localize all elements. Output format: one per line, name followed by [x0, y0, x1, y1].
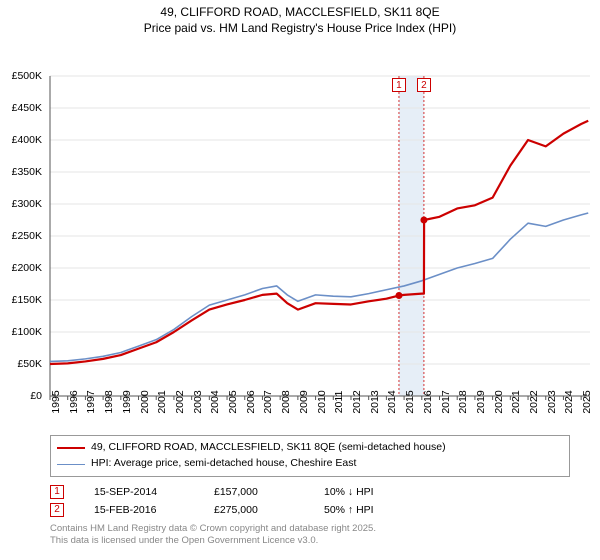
x-tick-label: 2020	[493, 391, 505, 414]
x-tick-label: 2023	[546, 391, 558, 414]
transaction-marker-2: 2	[417, 78, 431, 92]
legend-label: 49, CLIFFORD ROAD, MACCLESFIELD, SK11 8Q…	[91, 440, 446, 456]
title-line1: 49, CLIFFORD ROAD, MACCLESFIELD, SK11 8Q…	[0, 4, 600, 20]
line-chart-svg	[0, 36, 600, 431]
x-tick-label: 2012	[351, 391, 363, 414]
x-tick-label: 2006	[245, 391, 257, 414]
x-tick-label: 2009	[298, 391, 310, 414]
legend-item: HPI: Average price, semi-detached house,…	[57, 456, 563, 472]
y-tick-label: £100K	[12, 326, 42, 338]
y-tick-label: £350K	[12, 166, 42, 178]
transaction-number: 1	[50, 485, 64, 499]
transaction-row: 1 15-SEP-2014 £157,000 10% ↓ HPI	[50, 483, 570, 501]
x-tick-label: 2018	[457, 391, 469, 414]
y-tick-label: £500K	[12, 70, 42, 82]
x-tick-label: 2010	[316, 391, 328, 414]
x-tick-label: 2022	[528, 391, 540, 414]
footer-attribution: Contains HM Land Registry data © Crown c…	[50, 523, 570, 548]
y-tick-label: £400K	[12, 134, 42, 146]
x-tick-label: 2025	[581, 391, 593, 414]
x-tick-label: 1999	[121, 391, 133, 414]
transaction-note: 10% ↓ HPI	[324, 486, 374, 498]
x-tick-label: 2021	[510, 391, 522, 414]
transaction-date: 15-FEB-2016	[94, 504, 184, 516]
y-tick-label: £150K	[12, 294, 42, 306]
chart-title: 49, CLIFFORD ROAD, MACCLESFIELD, SK11 8Q…	[0, 0, 600, 36]
x-tick-label: 2004	[209, 391, 221, 414]
x-tick-label: 2016	[422, 391, 434, 414]
legend: 49, CLIFFORD ROAD, MACCLESFIELD, SK11 8Q…	[50, 435, 570, 477]
x-tick-label: 2001	[156, 391, 168, 414]
x-tick-label: 2008	[280, 391, 292, 414]
transaction-note: 50% ↑ HPI	[324, 504, 374, 516]
transaction-marker-1: 1	[392, 78, 406, 92]
x-tick-label: 2024	[563, 391, 575, 414]
x-tick-label: 2007	[262, 391, 274, 414]
transaction-number: 2	[50, 503, 64, 517]
x-tick-label: 2002	[174, 391, 186, 414]
transaction-date: 15-SEP-2014	[94, 486, 184, 498]
y-tick-label: £0	[30, 390, 42, 402]
legend-swatch	[57, 447, 85, 449]
x-tick-label: 2015	[404, 391, 416, 414]
y-tick-label: £50K	[17, 358, 42, 370]
x-tick-label: 2003	[192, 391, 204, 414]
x-tick-label: 2013	[369, 391, 381, 414]
transaction-table: 1 15-SEP-2014 £157,000 10% ↓ HPI 2 15-FEB-201…	[50, 483, 570, 519]
y-tick-label: £450K	[12, 102, 42, 114]
y-tick-label: £250K	[12, 230, 42, 242]
x-tick-label: 1995	[50, 391, 62, 414]
transaction-price: £275,000	[214, 504, 294, 516]
y-tick-label: £200K	[12, 262, 42, 274]
footer-line2: This data is licensed under the Open Gov…	[50, 535, 570, 547]
x-tick-label: 2014	[386, 391, 398, 414]
transaction-price: £157,000	[214, 486, 294, 498]
x-tick-label: 1998	[103, 391, 115, 414]
y-tick-label: £300K	[12, 198, 42, 210]
legend-swatch	[57, 464, 85, 465]
title-line2: Price paid vs. HM Land Registry's House …	[0, 20, 600, 36]
x-tick-label: 2019	[475, 391, 487, 414]
x-tick-label: 2000	[139, 391, 151, 414]
x-tick-label: 2017	[440, 391, 452, 414]
legend-label: HPI: Average price, semi-detached house,…	[91, 456, 356, 472]
footer-line1: Contains HM Land Registry data © Crown c…	[50, 523, 570, 535]
legend-item: 49, CLIFFORD ROAD, MACCLESFIELD, SK11 8Q…	[57, 440, 563, 456]
chart-area: £0 £50K £100K £150K £200K £250K £300K £350K £400…	[0, 36, 600, 431]
x-tick-label: 2005	[227, 391, 239, 414]
x-tick-label: 2011	[333, 391, 345, 414]
x-tick-label: 1996	[68, 391, 80, 414]
transaction-row: 2 15-FEB-2016 £275,000 50% ↑ HPI	[50, 501, 570, 519]
x-tick-label: 1997	[85, 391, 97, 414]
